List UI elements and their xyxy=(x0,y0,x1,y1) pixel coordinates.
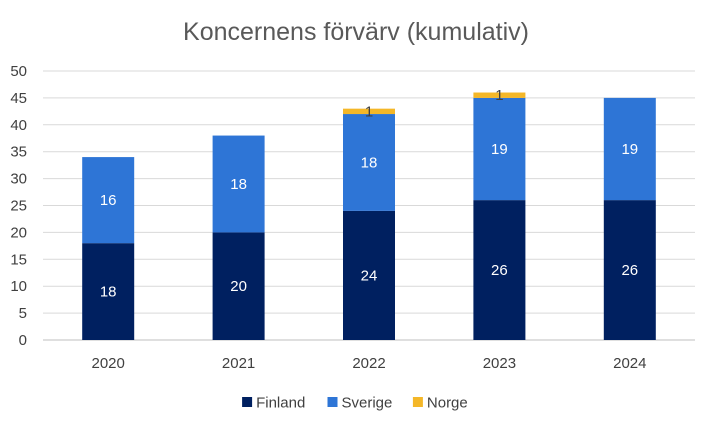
bar-segment-finland xyxy=(82,243,135,340)
bar-segment-sverige xyxy=(603,97,656,201)
y-tick-label: 25 xyxy=(10,198,27,215)
y-tick-label: 20 xyxy=(10,224,27,241)
y-axis: 0 5 10 15 20 25 30 35 40 45 50 xyxy=(10,63,27,349)
y-tick-label: 15 xyxy=(10,251,27,268)
data-label-finland: 24 xyxy=(361,267,378,284)
data-label-finland: 26 xyxy=(621,262,638,279)
bar-segment-norge xyxy=(343,108,395,115)
legend-label: Norge xyxy=(427,395,468,412)
bar-segment-finland xyxy=(603,200,656,340)
chart-title: Koncernens förvärv (kumulativ) xyxy=(183,18,529,46)
y-tick-label: 30 xyxy=(10,171,27,188)
bar-segment-finland xyxy=(473,200,526,340)
data-label-sverige: 19 xyxy=(621,141,638,158)
y-tick-label: 5 xyxy=(19,305,27,322)
y-tick-label: 40 xyxy=(10,117,27,134)
data-label-finland: 18 xyxy=(100,284,117,301)
data-label-finland: 26 xyxy=(491,262,508,279)
x-tick-label: 2022 xyxy=(352,355,385,372)
x-tick-label: 2023 xyxy=(483,355,516,372)
x-tick-label: 2024 xyxy=(613,355,646,372)
legend-swatch xyxy=(242,397,253,407)
bar-segment-sverige xyxy=(473,97,526,201)
data-label-sverige: 16 xyxy=(100,192,117,209)
data-label-sverige: 18 xyxy=(361,154,378,171)
data-label-norge: 1 xyxy=(365,103,373,120)
legend-label: Finland xyxy=(256,395,305,412)
bars: 18 16 20 18 24 18 1 26 19 1 26 19 xyxy=(82,87,656,340)
y-tick-label: 0 xyxy=(19,332,27,349)
bar-segment-norge xyxy=(473,92,526,98)
x-tick-label: 2021 xyxy=(222,355,255,372)
data-label-sverige: 19 xyxy=(491,141,508,158)
y-tick-label: 35 xyxy=(10,144,27,161)
legend-swatch xyxy=(327,397,338,407)
data-label-sverige: 18 xyxy=(230,176,247,193)
legend: Finland Sverige Norge xyxy=(242,395,468,412)
bar-segment-sverige xyxy=(343,114,395,211)
legend-item-sverige: Sverige xyxy=(327,395,393,412)
y-tick-label: 45 xyxy=(10,90,27,107)
data-label-norge: 1 xyxy=(495,87,503,104)
legend-item-finland: Finland xyxy=(242,395,305,412)
bar-segment-sverige xyxy=(212,135,265,233)
y-tick-label: 10 xyxy=(10,278,27,295)
y-tick-label: 50 xyxy=(10,63,27,80)
bar-segment-finland xyxy=(212,232,265,340)
x-axis: 2020 2021 2022 2023 2024 xyxy=(92,355,647,372)
bar-segment-finland xyxy=(343,210,395,340)
bar-segment-sverige xyxy=(82,157,135,244)
legend-item-norge: Norge xyxy=(412,395,468,412)
x-tick-label: 2020 xyxy=(92,355,125,372)
legend-swatch xyxy=(412,397,423,407)
data-label-finland: 20 xyxy=(230,278,247,295)
legend-label: Sverige xyxy=(342,395,393,412)
